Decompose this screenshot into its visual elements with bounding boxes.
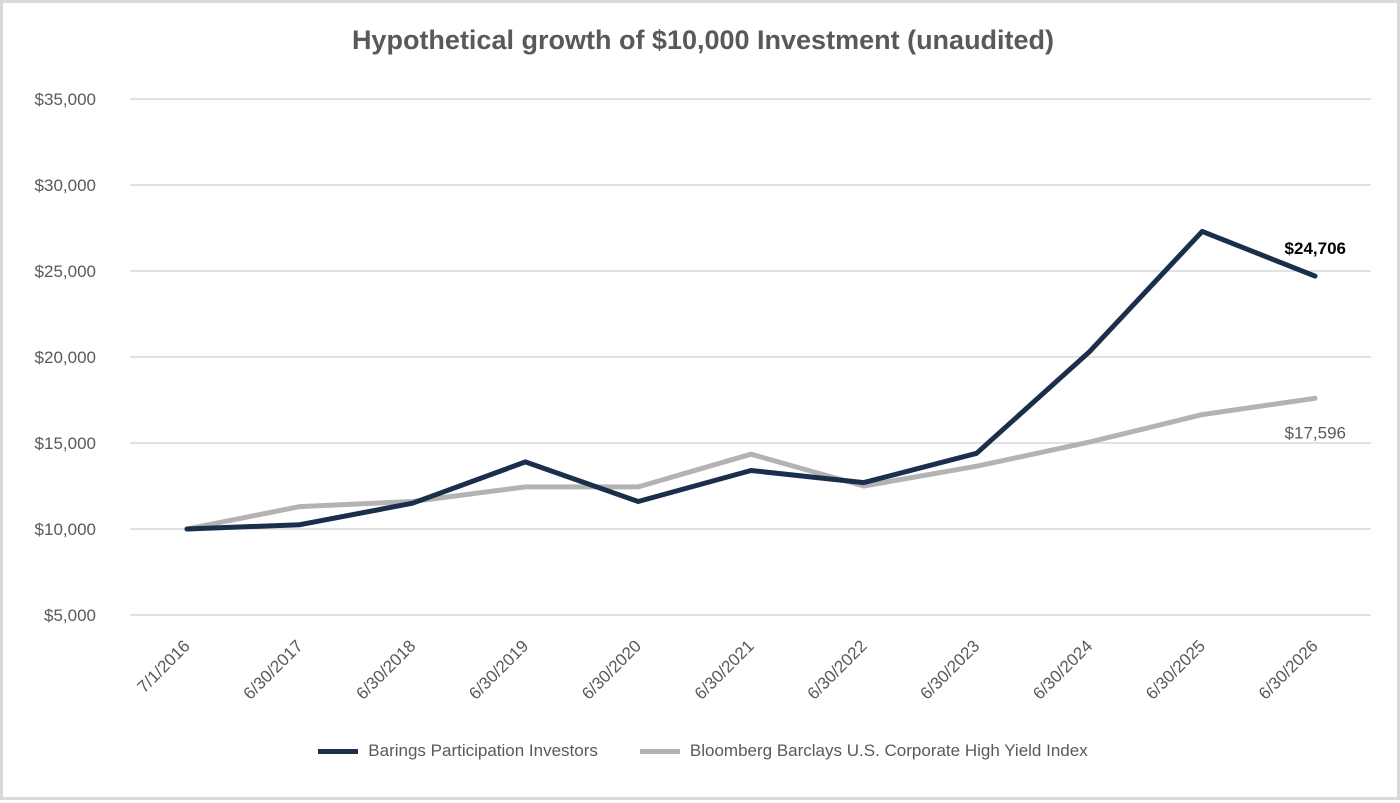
y-tick-label: $15,000 (35, 434, 96, 453)
y-axis: $5,000 $10,000 $15,000 $20,000 $25,000 $30,00… (35, 90, 96, 625)
legend-label-barings: Barings Participation Investors (368, 741, 598, 760)
x-tick-label: 6/30/2022 (804, 636, 871, 703)
legend-swatch-barings (318, 748, 359, 754)
x-tick-label: 6/30/2024 (1029, 636, 1096, 703)
legend-swatch-bloomberg (639, 748, 680, 754)
line-chart: $5,000 $10,000 $15,000 $20,000 $25,000 $30,00… (35, 90, 1371, 703)
chart-title: Hypothetical growth of $10,000 Investmen… (351, 25, 1055, 55)
x-tick-label: 6/30/2017 (240, 636, 307, 703)
series-line-bloomberg (184, 395, 1318, 532)
series-line-barings (184, 228, 1318, 532)
x-tick-label: 6/30/2026 (1255, 636, 1322, 703)
legend: Barings Participation Investors Bloomber… (3, 741, 1400, 761)
y-tick-label: $20,000 (35, 348, 96, 367)
y-tick-label: $35,000 (35, 90, 96, 109)
end-label-bloomberg: $17,596 (1285, 423, 1346, 442)
x-tick-label: 6/30/2019 (465, 636, 532, 703)
y-tick-label: $5,000 (44, 606, 96, 625)
gridlines (130, 98, 1371, 616)
x-tick-label: 6/30/2018 (353, 636, 420, 703)
y-tick-label: $25,000 (35, 262, 96, 281)
legend-label-bloomberg: Bloomberg Barclays U.S. Corporate High Y… (689, 741, 1088, 760)
x-tick-label: 6/30/2025 (1142, 636, 1209, 703)
series-lines (184, 228, 1318, 532)
legend-item-barings: Barings Participation Investors (318, 741, 598, 761)
y-tick-label: $30,000 (35, 176, 96, 195)
x-axis: 7/1/2016 6/30/2017 6/30/2018 6/30/2019 6/30/… (134, 636, 1322, 703)
x-tick-label: 6/30/2023 (917, 636, 984, 703)
x-tick-label: 6/30/2021 (691, 636, 758, 703)
x-tick-label: 7/1/2016 (134, 636, 194, 696)
end-labels: $24,706 $17,596 (1285, 239, 1346, 442)
y-tick-label: $10,000 (35, 520, 96, 539)
x-tick-label: 6/30/2020 (578, 636, 645, 703)
legend-item-bloomberg: Bloomberg Barclays U.S. Corporate High Y… (639, 741, 1088, 761)
end-label-barings: $24,706 (1285, 239, 1346, 258)
